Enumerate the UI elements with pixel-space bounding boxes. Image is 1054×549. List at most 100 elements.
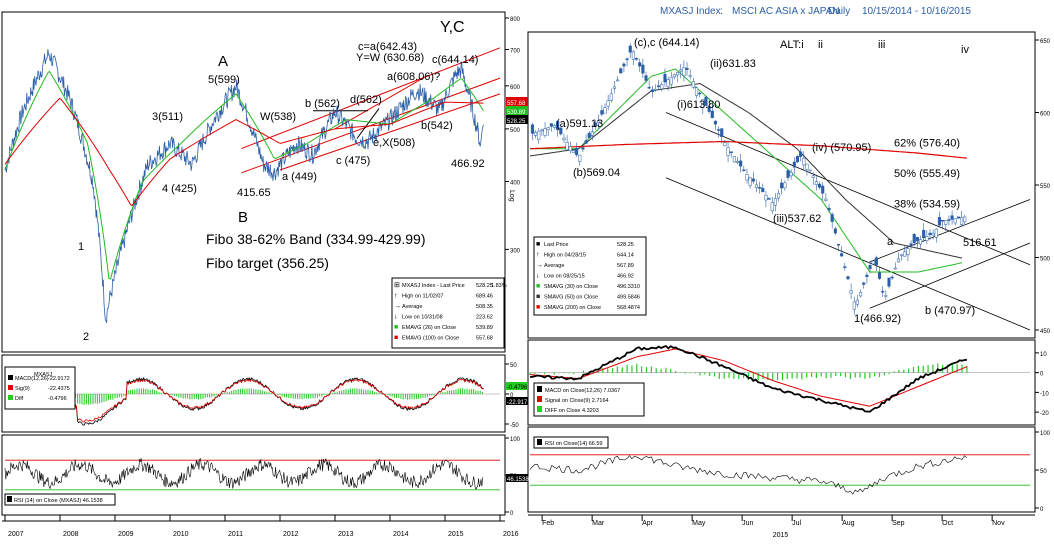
- legend-swatch: [537, 396, 542, 402]
- candle-body: [852, 301, 856, 310]
- candle-body: [713, 120, 717, 125]
- annotation-label: c=a(642.43): [358, 41, 417, 53]
- candle-body: [625, 58, 629, 61]
- annotation-label: a(608.06)?: [387, 71, 440, 83]
- candle-body: [691, 81, 695, 88]
- annotation-label: 516.61: [963, 237, 997, 249]
- annotation-label: 4 (425): [162, 183, 197, 195]
- candle-body: [827, 207, 831, 211]
- candle-body: [732, 156, 736, 163]
- candle-body: [944, 220, 948, 225]
- legend-symbol: ↓: [394, 314, 398, 321]
- legend-swatch: [537, 406, 542, 412]
- y-tick-label: 500: [1040, 257, 1051, 263]
- legend-symbol: ■: [536, 294, 540, 301]
- annotation-label: (c),c (644.14): [634, 37, 699, 49]
- right-macd-plot: 10 0 -10 -20 MACD on Close(12,26) 7.0367 Sign…: [529, 344, 1049, 417]
- candle-body: [556, 121, 560, 131]
- candle-body: [887, 277, 891, 287]
- candle-body: [937, 217, 942, 226]
- legend-symbol: ↑: [536, 252, 540, 259]
- value-label: -22.917: [507, 400, 528, 406]
- candle-body: [669, 76, 673, 85]
- candle-body: [903, 251, 907, 257]
- candle-body: [723, 142, 727, 147]
- candle-body: [735, 161, 740, 163]
- candle-body: [663, 73, 667, 83]
- candle-body: [641, 64, 645, 74]
- candle-body: [657, 85, 661, 88]
- legend-swatch: [537, 386, 542, 392]
- candle-body: [597, 119, 601, 123]
- candle-body: [707, 106, 711, 112]
- candle-body: [789, 172, 793, 177]
- candle-body: [877, 272, 882, 279]
- header-range: 10/15/2014 - 10/16/2015: [862, 6, 971, 17]
- candle-body: [795, 156, 800, 163]
- annotation-label: (ii)631.83: [710, 58, 756, 70]
- macd-legend-label: MACD on Close(12,26) 7.0367: [545, 388, 620, 394]
- value-label-box: [506, 97, 528, 106]
- right-header: MXASJ Index : MSCI AC ASIA x JAPAN Daily…: [660, 6, 971, 17]
- candle-body: [587, 132, 591, 138]
- candle-body: [811, 175, 815, 178]
- y-tick-label: 400: [510, 181, 521, 187]
- legend-label: EMAVG (100) on Close: [402, 336, 459, 342]
- x-tick-label: Aug: [842, 520, 855, 527]
- legend-value: 496.3310: [617, 284, 640, 290]
- candle-body: [612, 86, 617, 89]
- macd-legend-value: -22.4375: [48, 386, 70, 392]
- trend-line: [869, 199, 1031, 263]
- signal-line: [529, 348, 968, 407]
- legend-swatch: [8, 395, 13, 400]
- right-rsi-plot: 100 50 0 RSI on Close(14) 66.59: [529, 431, 1051, 513]
- candle-body: [783, 182, 787, 189]
- candle-body: [868, 265, 872, 270]
- legend-value: 557.68: [476, 336, 493, 342]
- x-tick-label: Feb: [542, 520, 554, 527]
- header-sep: :: [720, 6, 723, 17]
- annotation-label: 1: [78, 241, 84, 253]
- candle-body: [638, 62, 642, 67]
- y-tick-label: 100: [510, 437, 521, 443]
- legend-value: 223.62: [476, 315, 493, 321]
- y-tick-label: 500: [510, 128, 521, 134]
- candle-body: [922, 229, 926, 239]
- legend-symbol: →: [536, 262, 543, 269]
- value-label-box: [506, 115, 528, 124]
- annotation-label: Y,C: [440, 19, 465, 36]
- annotation-label: 5(599): [208, 74, 240, 86]
- annotation-label: 3(511): [152, 111, 183, 123]
- y-tick-label: 50: [510, 363, 517, 369]
- trend-line: [665, 177, 1031, 331]
- legend-symbol: ↓: [536, 273, 540, 280]
- x-tick-label: Jul: [792, 520, 801, 527]
- y-tick-label: -10: [1040, 391, 1049, 397]
- candle-body: [947, 219, 951, 221]
- annotation-label: 1(466.92): [854, 313, 901, 325]
- candle-body: [688, 75, 692, 77]
- header-name: MSCI AC ASIA x JAPAN: [732, 6, 840, 17]
- candle-body: [631, 51, 635, 60]
- annotation-label: (iii)537.62: [773, 213, 821, 225]
- value-label-box: [506, 397, 528, 405]
- candle-body: [745, 174, 749, 181]
- legend-swatch: [537, 439, 542, 445]
- value-label: 539.89: [507, 110, 526, 116]
- candle-body: [928, 232, 932, 236]
- fibo-label: 38% (534.59): [894, 198, 960, 210]
- y-tick-label: 10: [1040, 352, 1047, 358]
- annotation-label: ALT:i: [780, 39, 804, 51]
- candle-body: [862, 282, 866, 285]
- candle-body: [701, 99, 705, 108]
- candle-body: [805, 163, 809, 170]
- candle-body: [546, 127, 550, 130]
- candle-body: [694, 87, 699, 96]
- candle-body: [751, 178, 755, 182]
- x-tick-label: May: [692, 520, 706, 527]
- annotation-label: 466.92: [451, 158, 485, 170]
- legend-label: Last Price: [544, 242, 568, 248]
- candle-body: [802, 157, 806, 166]
